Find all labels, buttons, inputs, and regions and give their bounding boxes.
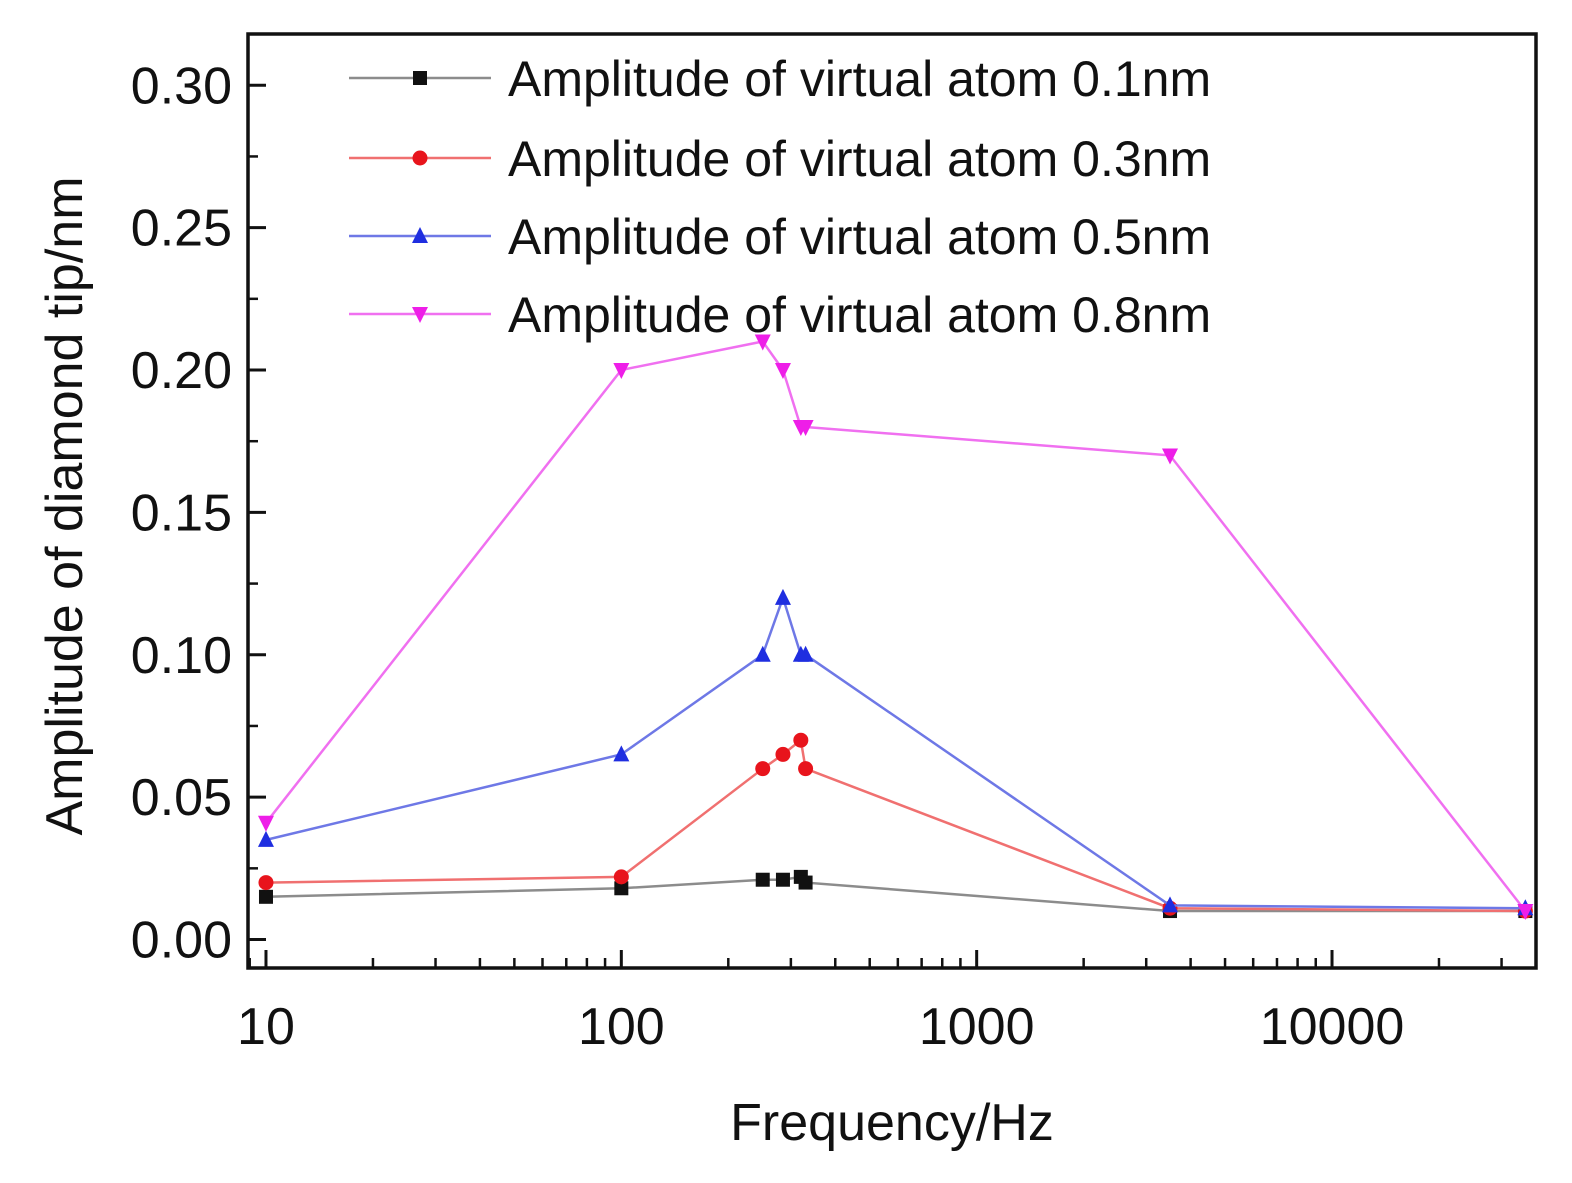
data-point xyxy=(613,869,629,885)
data-point xyxy=(1517,904,1534,921)
data-point xyxy=(774,363,791,380)
data-point xyxy=(613,745,630,762)
series-layer xyxy=(257,334,1534,921)
y-tick-label: 0.10 xyxy=(131,627,232,685)
x-tick-label: 100 xyxy=(578,998,665,1056)
series-line xyxy=(265,737,1526,913)
legend-label: Amplitude of virtual atom 0.5nm xyxy=(508,209,1211,265)
plot-frame xyxy=(246,32,1538,970)
y-tick-label: 0.15 xyxy=(131,484,232,542)
series-3 xyxy=(257,588,1534,916)
y-tick-label: 0.00 xyxy=(131,912,232,970)
data-point xyxy=(754,334,771,351)
data-point xyxy=(797,645,814,662)
y-tick-label: 0.20 xyxy=(131,342,232,400)
legend-marker xyxy=(413,71,427,85)
legend-marker xyxy=(412,227,428,243)
series-1 xyxy=(258,869,1533,919)
y-tick-label: 0.25 xyxy=(131,200,232,258)
data-point xyxy=(257,815,274,832)
data-point xyxy=(257,830,274,847)
legend-label: Amplitude of virtual atom 0.3nm xyxy=(508,131,1211,187)
x-tick-label: 1000 xyxy=(919,998,1035,1056)
data-point xyxy=(1162,448,1179,465)
legend-marker xyxy=(412,307,428,323)
series-line xyxy=(265,875,1526,913)
series-4 xyxy=(257,334,1534,921)
data-point xyxy=(258,889,273,904)
x-tick-label: 10 xyxy=(237,998,295,1056)
series-line xyxy=(265,593,1526,910)
data-point xyxy=(774,588,791,605)
legend-marker xyxy=(412,150,428,166)
data-point xyxy=(775,872,790,887)
axis-ticks: 0.00 0.05 0.10 0.15 0.20 0.25 0.30 10 100 1000 100… xyxy=(131,57,1503,1056)
series-line xyxy=(265,340,1527,912)
legend-item: Amplitude of virtual atom 0.3nm xyxy=(349,131,1211,187)
data-point xyxy=(754,645,771,662)
data-point xyxy=(793,732,809,748)
x-axis-label: Frequency/Hz xyxy=(730,1094,1054,1152)
legend-item: Amplitude of virtual atom 0.8nm xyxy=(349,287,1211,343)
legend-item: Amplitude of virtual atom 0.1nm xyxy=(349,51,1211,107)
x-tick-label: 10000 xyxy=(1260,998,1405,1056)
data-point xyxy=(755,872,770,887)
data-point xyxy=(797,419,814,436)
legend: Amplitude of virtual atom 0.1nm Amplitude… xyxy=(349,51,1211,343)
data-point xyxy=(1162,896,1179,913)
legend-label: Amplitude of virtual atom 0.8nm xyxy=(508,287,1211,343)
data-point xyxy=(258,875,274,891)
data-point xyxy=(614,881,629,896)
data-point xyxy=(798,761,814,777)
data-point xyxy=(798,875,813,890)
data-point xyxy=(775,746,791,762)
y-tick-label: 0.30 xyxy=(131,57,232,115)
legend-label: Amplitude of virtual atom 0.1nm xyxy=(508,51,1211,107)
data-point xyxy=(613,363,630,380)
y-tick-label: 0.05 xyxy=(131,769,232,827)
legend-item: Amplitude of virtual atom 0.5nm xyxy=(349,209,1211,265)
y-axis-label: Amplitude of diamond tip/nm xyxy=(36,176,94,835)
data-point xyxy=(755,761,771,777)
